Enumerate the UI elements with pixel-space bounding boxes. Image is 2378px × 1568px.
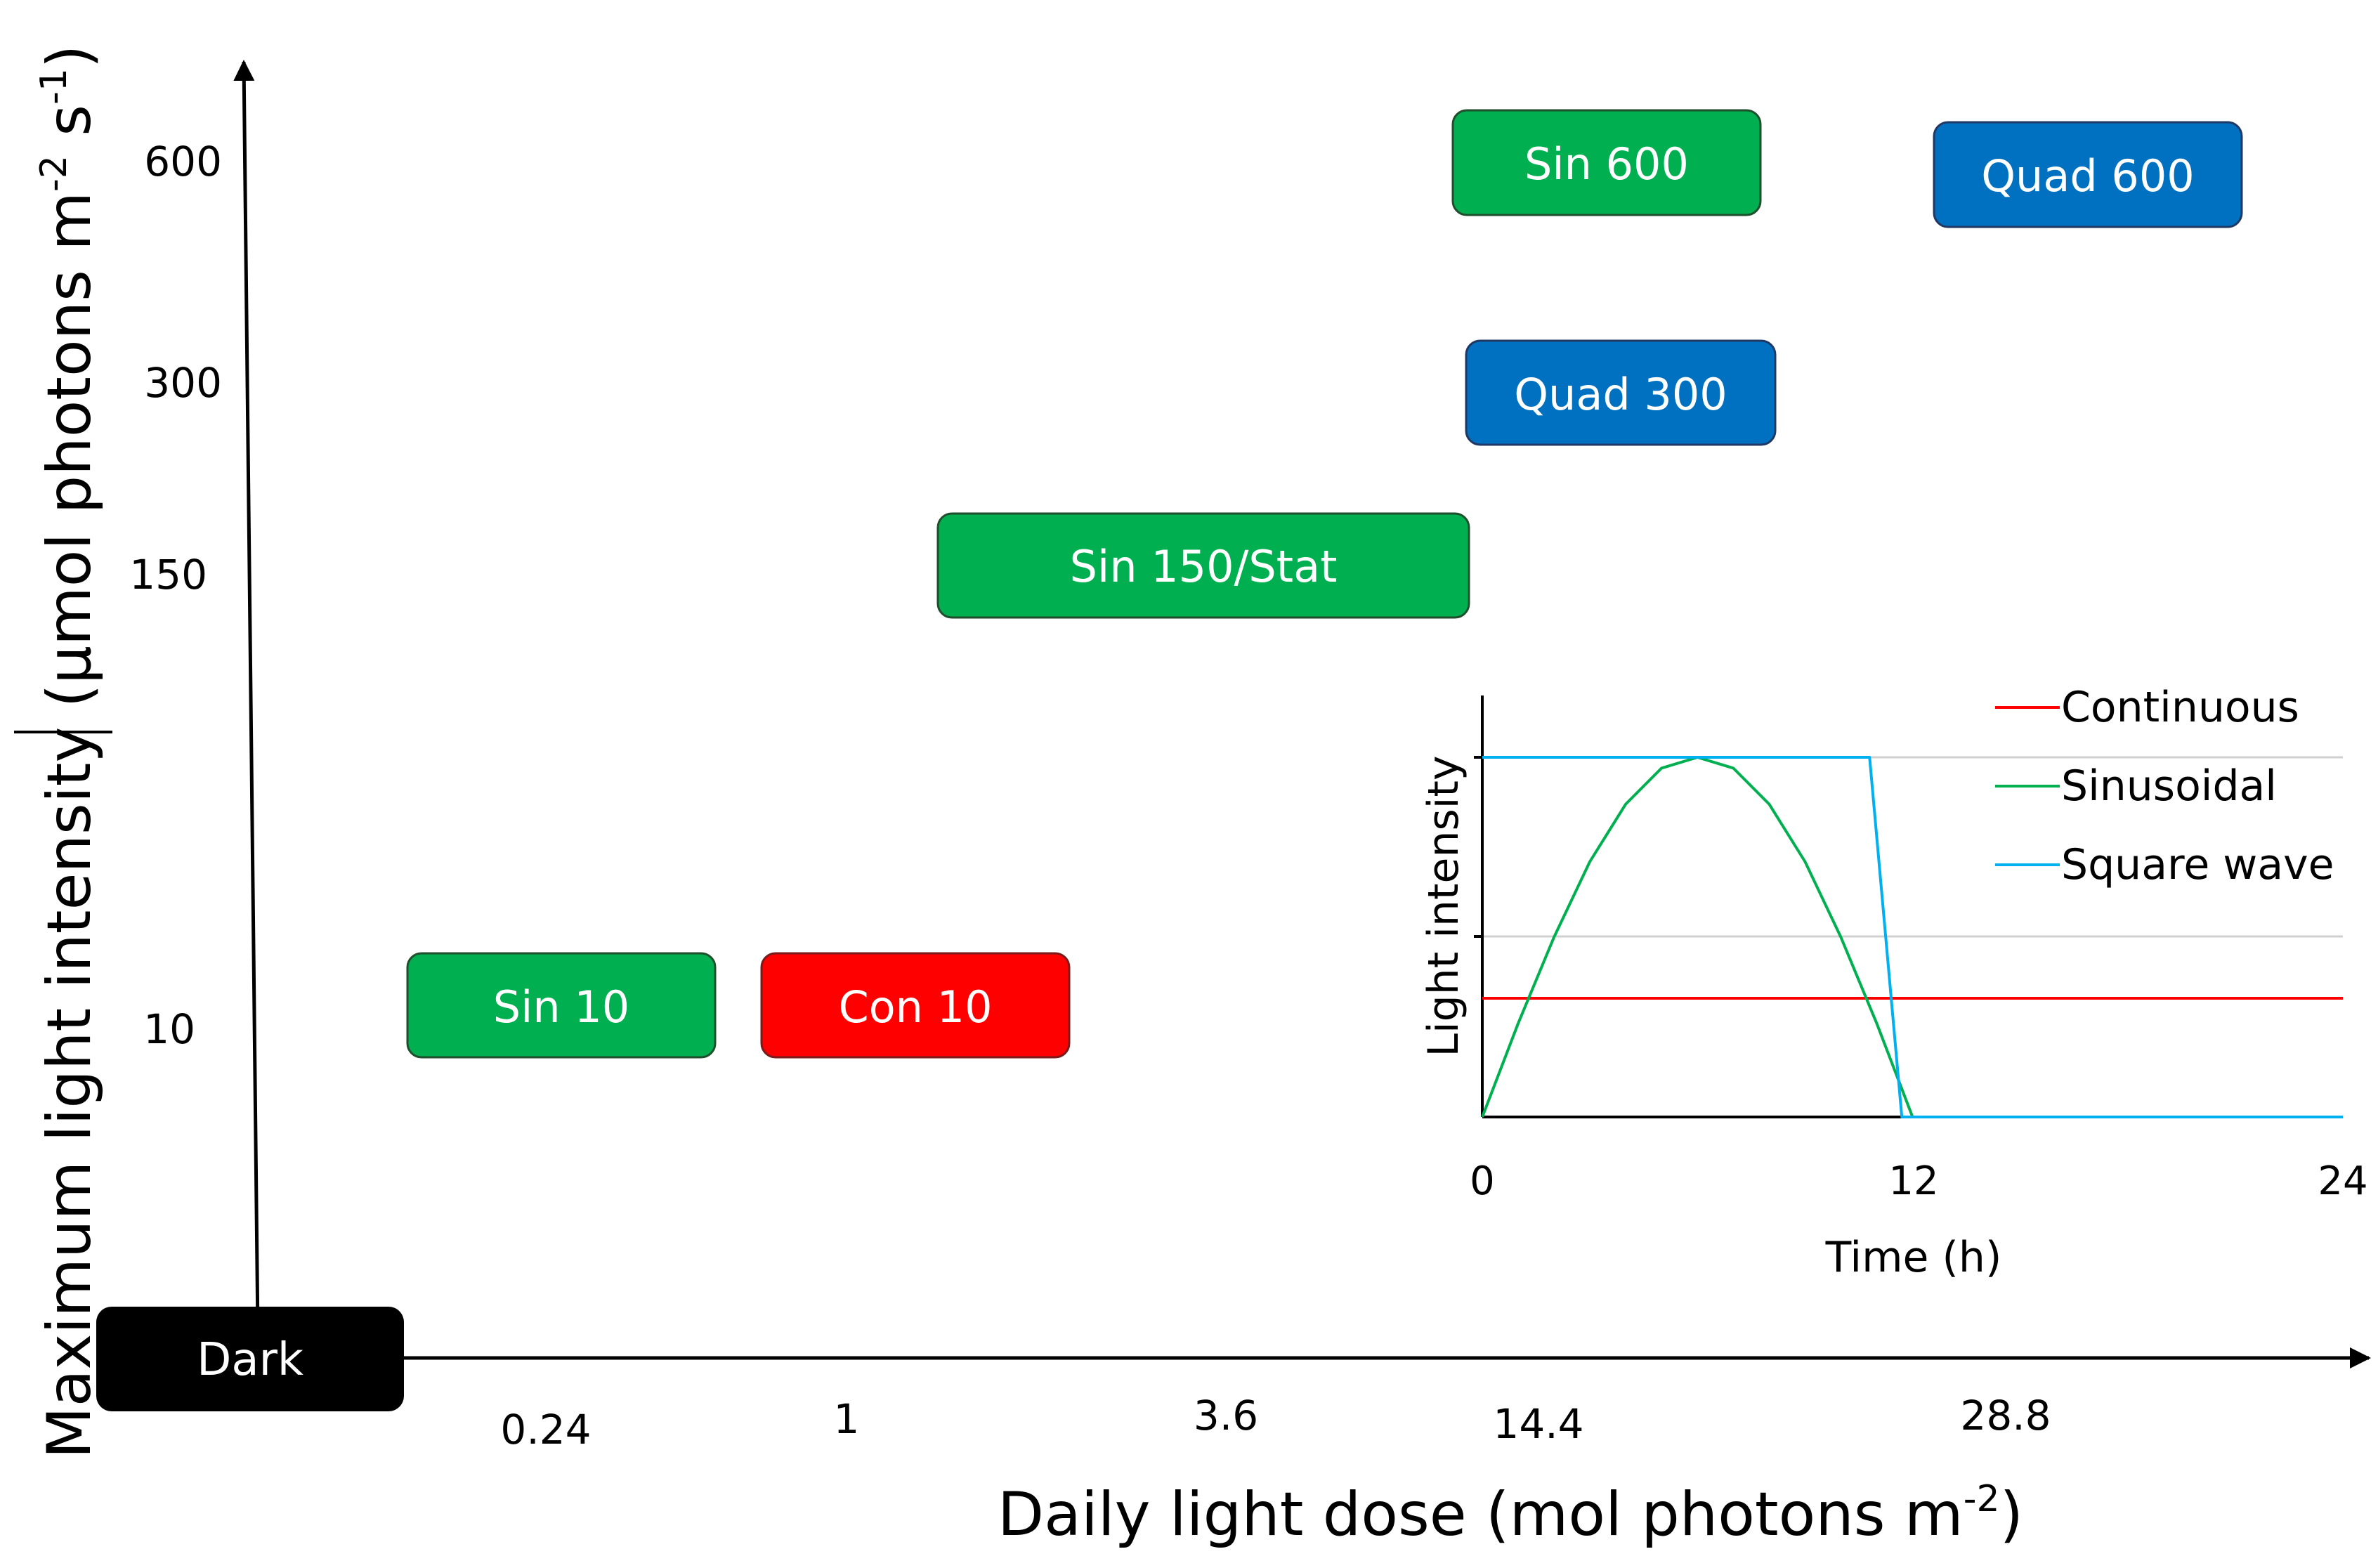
inset-y-axis-title: Light intensity — [1419, 756, 1468, 1057]
treatment-box — [1451, 109, 1762, 216]
treatment-box — [406, 952, 717, 1059]
treatment-label: Con 10 — [838, 981, 992, 1033]
x-tick-label: 14.4 — [1493, 1400, 1583, 1448]
y-tick-label: 600 — [144, 138, 222, 185]
treatment-label: Quad 300 — [1514, 369, 1727, 420]
inset-x-axis-title: Time (h) — [1825, 1233, 2002, 1282]
legend-item-continuous: Continuous — [1995, 683, 2299, 732]
treatment-dark: Dark — [96, 1307, 404, 1411]
treatment-quad-600: Quad 600 — [1933, 121, 2243, 228]
treatment-label: Sin 10 — [493, 981, 629, 1033]
treatment-quad-300: Quad 300 — [1465, 339, 1777, 446]
treatment-label: Sin 600 — [1524, 138, 1689, 190]
legend-item-square-wave: Square wave — [1995, 840, 2334, 889]
inset-x-tick-label: 0 — [1470, 1158, 1495, 1204]
inset-series — [1481, 756, 2343, 1118]
legend-label: Continuous — [2061, 683, 2299, 732]
legend-item-sinusoidal: Sinusoidal — [1995, 762, 2277, 811]
x-tick-label: 1 — [834, 1395, 860, 1443]
y-axis-line — [233, 60, 260, 1332]
y-tick-labels: 600 300 150 10 — [129, 138, 222, 1053]
inset-x-tick-label: 12 — [1888, 1158, 1938, 1204]
x-tick-label: 3.6 — [1194, 1392, 1258, 1439]
series-line-square-wave — [1482, 756, 2343, 1118]
treatment-box — [760, 952, 1071, 1059]
main-axes — [14, 60, 2371, 1368]
treatment-label: Dark — [197, 1334, 303, 1386]
inset-x-tick-label: 24 — [2318, 1158, 2367, 1204]
y-axis-title: Maximum light intensity (µmol photons m-… — [33, 44, 105, 1458]
treatment-box — [936, 512, 1470, 619]
treatment-box — [96, 1307, 404, 1411]
y-tick-label: 300 — [144, 359, 222, 407]
treatment-sin-600: Sin 600 — [1451, 109, 1762, 216]
x-axis-title: Daily light dose (mol photons m-2) — [998, 1478, 2023, 1550]
treatments: Dark Sin 10 Con 10 Sin 150/Stat Sin 600 … — [96, 109, 2243, 1411]
x-tick-labels: 0.24 1 3.6 14.4 28.8 — [500, 1392, 2051, 1453]
treatment-box — [1465, 339, 1777, 446]
treatment-label: Sin 150/Stat — [1070, 541, 1338, 592]
treatment-label: Quad 600 — [1981, 150, 2195, 202]
treatment-box — [1933, 121, 2243, 228]
inset-chart: 0 12 24 Time (h) Light intensity Continu… — [1419, 683, 2368, 1282]
treatment-con-10: Con 10 — [760, 952, 1071, 1059]
y-tick-label: 10 — [143, 1005, 195, 1053]
legend-label: Square wave — [2061, 840, 2334, 889]
treatment-sin-150-stat: Sin 150/Stat — [936, 512, 1470, 619]
treatment-sin-10: Sin 10 — [406, 952, 717, 1059]
x-tick-label: 0.24 — [500, 1406, 591, 1453]
inset-legend: Continuous Sinusoidal Square wave — [1995, 683, 2334, 889]
inset-x-tick-labels: 0 12 24 — [1470, 1158, 2367, 1204]
legend-label: Sinusoidal — [2061, 762, 2277, 811]
y-tick-label: 150 — [129, 551, 207, 599]
x-tick-label: 28.8 — [1960, 1392, 2051, 1439]
